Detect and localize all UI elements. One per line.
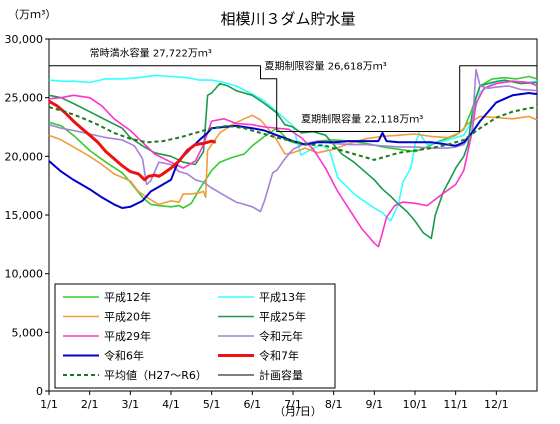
x-tick-label: 11/1 (443, 398, 468, 411)
legend-label: 平成12年 (104, 290, 151, 304)
y-tick-label: 5,000 (12, 326, 44, 339)
x-tick-label: 4/1 (162, 398, 180, 411)
legend-label: 平成29年 (104, 329, 151, 343)
x-tick-label: 5/1 (203, 398, 221, 411)
series-line-7 (48, 99, 217, 182)
x-tick-label: 2/1 (81, 398, 99, 411)
series-line-6 (48, 92, 538, 209)
legend-label: 平成13年 (259, 290, 306, 304)
annotation-label: 夏期制限容量 26,618万ｍ³ (265, 60, 387, 73)
legend-label: 令和6年 (104, 349, 144, 363)
x-axis: 1/1 2/1 3/1 4/1 5/1 6/1 7/1 8/1 9/1 10/1 11/1 12/1 (40, 391, 509, 411)
plot-area (48, 65, 538, 248)
y-tick-label: 15,000 (5, 209, 44, 222)
x-tick-label: 12/1 (484, 398, 509, 411)
series-line-2 (48, 114, 538, 206)
x-tick-label: 1/1 (40, 398, 58, 411)
legend-label: 令和元年 (259, 329, 303, 343)
annotations: 常時満水容量 27,722万ｍ³ 夏期制限容量 26,618万ｍ³ 夏期制限容量 2… (90, 47, 424, 126)
x-tick-label: 10/1 (403, 398, 428, 411)
legend-label: 令和7年 (259, 349, 299, 363)
series-line-5 (48, 68, 538, 213)
series-line-8 (48, 106, 538, 161)
x-axis-label: （月/日） (274, 405, 322, 418)
legend-label: 平成20年 (104, 310, 151, 324)
legend-box (54, 283, 336, 389)
annotation-label: 常時満水容量 27,722万ｍ³ (90, 47, 212, 60)
series-line-3 (48, 79, 538, 240)
legend-label: 計画容量 (259, 368, 303, 382)
y-axis-label: （万ｍ³） (8, 8, 56, 21)
x-tick-label: 8/1 (325, 398, 343, 411)
chart-title: 相模川３ダム貯水量 (220, 10, 355, 28)
x-tick-label: 7/1 (284, 398, 302, 411)
y-tick-label: 25,000 (5, 92, 44, 105)
y-tick-label: 30,000 (5, 33, 44, 46)
x-tick-label: 6/1 (243, 398, 261, 411)
x-tick-label: 9/1 (365, 398, 383, 411)
legend-label: 平均値（H27～R6） (104, 369, 207, 382)
y-tick-label: 0 (36, 385, 43, 398)
series-line-4 (48, 80, 538, 248)
series-line-9 (49, 65, 537, 132)
annotation-label: 夏期制限容量 22,118万ｍ³ (301, 112, 423, 125)
y-tick-label: 20,000 (5, 150, 44, 163)
y-axis: 0 5,000 10,000 15,000 20,000 25,000 30,000 (5, 33, 49, 398)
y-tick-label: 10,000 (5, 268, 44, 281)
x-tick-label: 3/1 (121, 398, 139, 411)
legend-label: 平成25年 (259, 310, 306, 324)
